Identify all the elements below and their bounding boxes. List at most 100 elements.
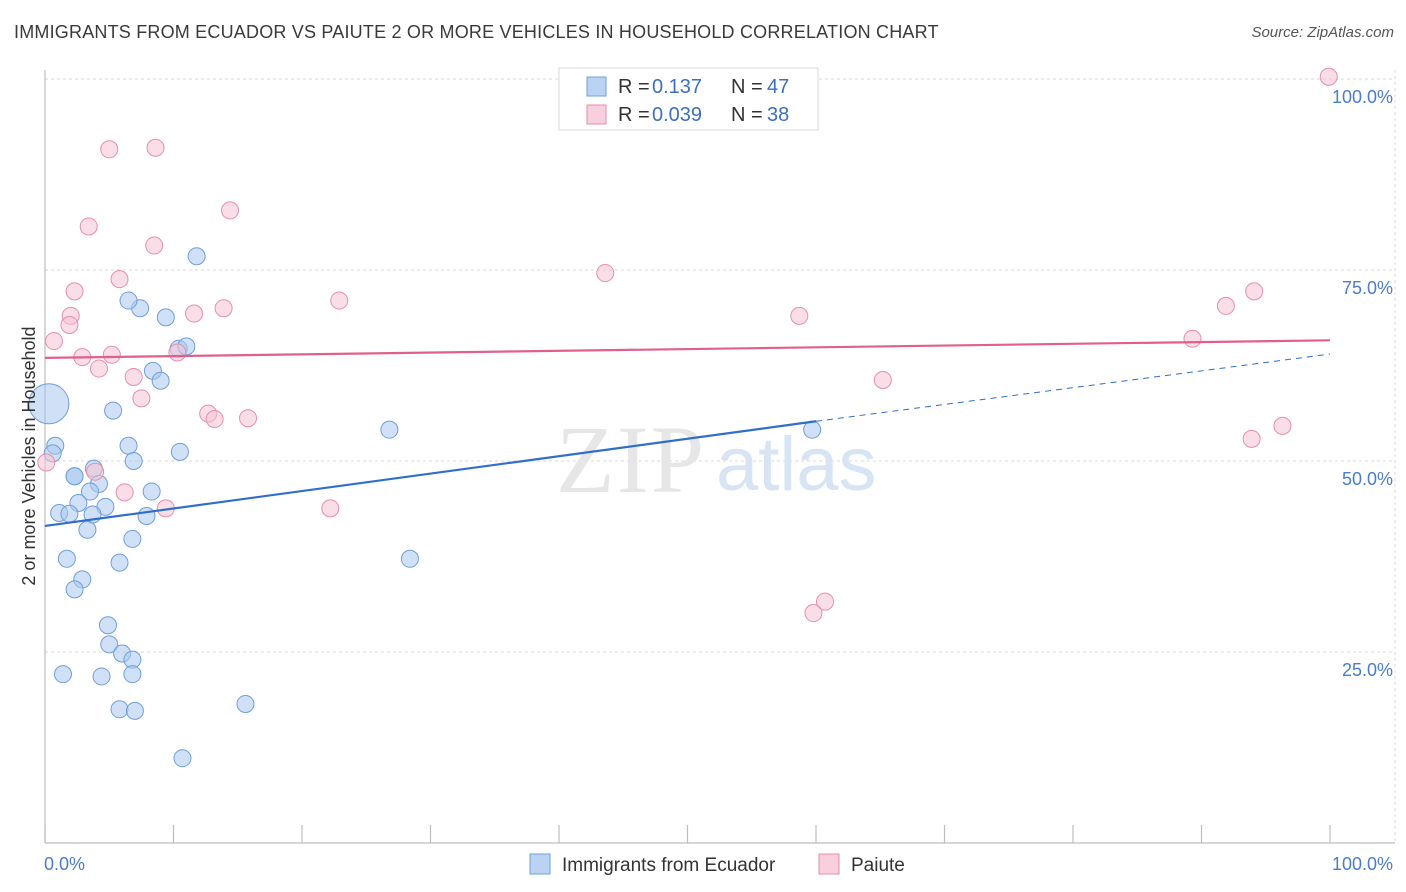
ecuador-point	[53, 665, 72, 684]
ecuador-point	[80, 482, 99, 501]
ecuador-point	[60, 504, 79, 523]
ecuador-point	[156, 308, 175, 327]
paiute-point	[89, 359, 108, 378]
legend-n-label: N =	[731, 104, 763, 126]
legend-r-value: 0.137	[652, 76, 702, 98]
y-axis-label: 2 or more Vehicles in Household	[19, 326, 39, 585]
paiute-point	[110, 270, 129, 289]
ecuador-point	[123, 529, 142, 548]
tick-labels: 25.0% 50.0% 75.0% 100.0% 0.0% 100.0% 2 or more…	[19, 87, 1393, 874]
paiute-trend-line	[44, 339, 1331, 359]
ecuador-point	[119, 436, 138, 455]
paiute-point	[44, 332, 63, 351]
watermark-zip: ZIP	[556, 406, 706, 513]
paiute-point	[330, 291, 349, 310]
ecuador-point	[236, 694, 255, 713]
legend-n-value: 38	[767, 104, 789, 126]
legend-n-label: N =	[731, 76, 763, 98]
ecuador-point	[170, 442, 189, 461]
ecuador-point	[151, 371, 170, 390]
paiute-point	[1242, 429, 1261, 448]
legend-swatch	[586, 76, 607, 97]
ecuador-point	[57, 549, 76, 568]
ecuador-point	[125, 701, 144, 720]
ecuador-point	[124, 452, 143, 470]
y-tick-label: 75.0%	[1342, 278, 1393, 298]
paiute-point	[596, 264, 615, 283]
ecuador-point	[28, 383, 70, 425]
paiute-point	[1216, 296, 1235, 315]
ecuador-point	[65, 467, 84, 486]
ecuador-trend-line	[44, 420, 817, 528]
paiute-point	[124, 367, 143, 386]
paiute-point	[79, 217, 98, 236]
series-legend-swatch	[818, 853, 840, 875]
ecuador-point	[400, 549, 419, 568]
paiute-point	[205, 409, 224, 428]
paiute-point	[815, 592, 834, 611]
legend-swatch	[586, 104, 607, 125]
ecuador-point	[110, 700, 129, 719]
paiute-point	[185, 304, 204, 323]
legend-r-label: R =	[618, 76, 650, 98]
ecuador-point	[187, 247, 206, 266]
ecuador-point	[137, 507, 156, 526]
trend-lines	[44, 339, 1331, 528]
series-legend-label: Paiute	[851, 855, 905, 876]
chart-source: Source: ZipAtlas.com	[1251, 24, 1394, 41]
paiute-point	[1273, 416, 1292, 435]
paiute-point	[239, 409, 258, 428]
y-tick-label: 50.0%	[1342, 469, 1393, 489]
paiute-point	[146, 138, 165, 157]
paiute-point	[790, 306, 809, 325]
legend-r-value: 0.039	[652, 104, 702, 126]
paiute-point	[804, 604, 823, 623]
series-legend: Immigrants from Ecuador Paiute	[529, 853, 905, 876]
ecuador-point	[119, 291, 138, 310]
watermark: ZIP atlas	[556, 406, 877, 513]
paiute-point	[1183, 329, 1202, 348]
y-tick-label: 25.0%	[1342, 660, 1393, 680]
paiute-point	[60, 316, 79, 335]
stats-legend: R = 0.137 N = 47 R = 0.039 N = 38	[558, 67, 819, 131]
ecuador-point	[98, 616, 117, 635]
ecuador-point	[123, 665, 142, 684]
paiute-point	[321, 499, 340, 518]
ecuador-point	[104, 401, 123, 420]
paiute-point	[86, 462, 105, 481]
ecuador-trend-extension	[815, 353, 1331, 422]
ecuador-point	[173, 749, 192, 768]
paiute-point	[65, 282, 84, 301]
ecuador-point	[142, 482, 161, 501]
paiute-point	[1245, 282, 1264, 301]
paiute-point	[214, 299, 233, 318]
watermark-atlas: atlas	[716, 422, 877, 507]
series-legend-swatch	[529, 853, 551, 875]
ecuador-point	[78, 520, 97, 539]
ecuador-point	[803, 420, 822, 439]
paiute-point	[873, 371, 892, 390]
ecuador-point	[100, 635, 119, 654]
ecuador-point	[380, 420, 399, 439]
ecuador-point	[65, 580, 84, 599]
paiute-point	[102, 345, 121, 364]
paiute-point	[132, 389, 151, 408]
paiute-point	[100, 140, 119, 159]
y-tick-label: 100.0%	[1332, 87, 1393, 107]
legend-r-label: R =	[618, 104, 650, 126]
x-tick-label-left: 0.0%	[44, 854, 85, 874]
chart-title: IMMIGRANTS FROM ECUADOR VS PAIUTE 2 OR M…	[14, 22, 939, 42]
ecuador-point	[92, 667, 111, 686]
paiute-point	[221, 201, 240, 220]
x-tick-label-right: 100.0%	[1332, 854, 1393, 874]
series-legend-label: Immigrants from Ecuador	[562, 855, 776, 876]
paiute-point	[145, 236, 164, 255]
paiute-point	[1319, 67, 1338, 86]
legend-n-value: 47	[767, 76, 789, 98]
paiute-point	[115, 483, 134, 502]
paiute-point	[168, 343, 187, 362]
ecuador-point	[110, 553, 129, 572]
paiute-point	[37, 453, 56, 472]
data-points	[28, 67, 1338, 768]
